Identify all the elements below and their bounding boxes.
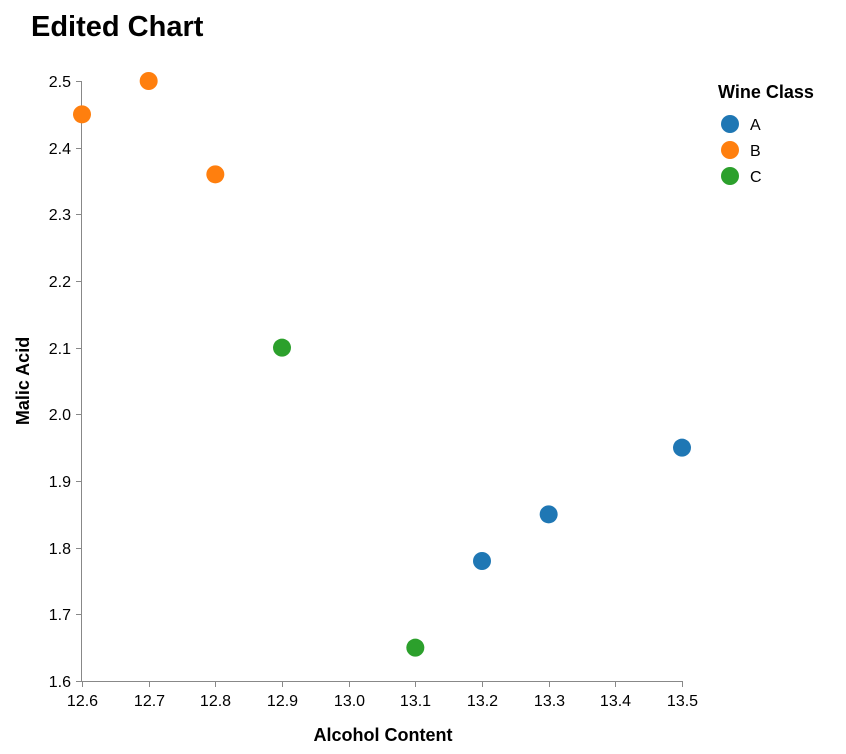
legend: Wine Class ABC bbox=[718, 82, 814, 186]
y-tick-label: 1.6 bbox=[49, 674, 71, 691]
legend-label-a: A bbox=[750, 117, 761, 134]
data-point-a-3 bbox=[673, 438, 691, 457]
data-point-c-2 bbox=[406, 638, 425, 657]
data-point-c-1 bbox=[273, 338, 291, 357]
y-tick-label: 1.8 bbox=[49, 541, 71, 558]
y-tick-label: 2.0 bbox=[49, 407, 71, 424]
y-tick-label: 2.1 bbox=[49, 341, 71, 358]
x-tick-label: 13.4 bbox=[600, 693, 631, 710]
x-tick-label: 13.2 bbox=[467, 693, 498, 710]
legend-label-b: B bbox=[750, 143, 761, 160]
y-axis: 1.6 1.7 1.8 1.9 2.0 2.1 2.2 2.3 2.4 2.5 bbox=[49, 74, 82, 691]
x-tick-label: 12.8 bbox=[200, 693, 231, 710]
x-tick-label: 12.6 bbox=[67, 693, 98, 710]
y-tick-label: 1.9 bbox=[49, 474, 71, 491]
legend-swatch-a bbox=[721, 115, 739, 133]
legend-title: Wine Class bbox=[718, 82, 814, 102]
data-point-b-1 bbox=[73, 105, 91, 124]
x-tick-label: 13.0 bbox=[334, 693, 365, 710]
x-tick-label: 13.5 bbox=[667, 693, 698, 710]
x-tick-label: 12.9 bbox=[267, 693, 298, 710]
data-point-a-1 bbox=[473, 552, 491, 570]
legend-label-c: C bbox=[750, 169, 762, 186]
data-point-a-2 bbox=[539, 505, 558, 524]
chart-title: Edited Chart bbox=[31, 11, 204, 43]
legend-swatch-c bbox=[721, 167, 739, 185]
data-points bbox=[73, 72, 691, 657]
y-tick-label: 2.2 bbox=[49, 274, 71, 291]
y-tick-label: 2.3 bbox=[49, 207, 71, 224]
y-tick-label: 2.5 bbox=[49, 74, 71, 91]
data-point-b-3 bbox=[206, 165, 225, 184]
x-tick-label: 13.3 bbox=[534, 693, 565, 710]
x-tick-label: 13.1 bbox=[400, 693, 431, 710]
y-tick-label: 2.4 bbox=[49, 141, 71, 158]
x-axis: 12.6 12.7 12.8 12.9 13.0 13.1 13.2 13.3 13.4 13.5 bbox=[67, 681, 698, 710]
legend-swatch-b bbox=[721, 141, 739, 159]
x-axis-title: Alcohol Content bbox=[314, 725, 453, 745]
y-axis-title: Malic Acid bbox=[13, 337, 33, 425]
y-tick-label: 1.7 bbox=[49, 607, 71, 624]
data-point-b-2 bbox=[139, 72, 158, 90]
x-tick-label: 12.7 bbox=[134, 693, 165, 710]
